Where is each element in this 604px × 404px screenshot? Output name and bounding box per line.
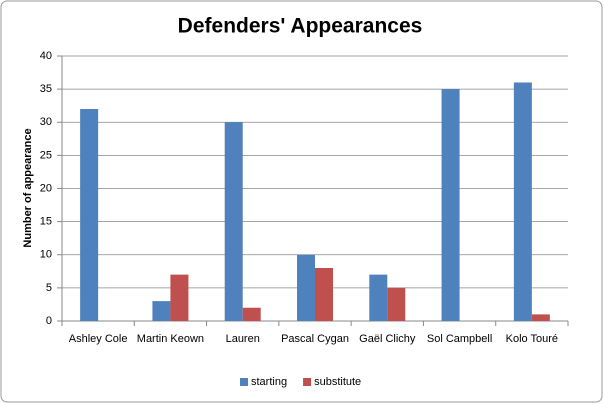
legend-swatch — [240, 378, 248, 386]
bar — [531, 314, 550, 321]
bar — [513, 82, 532, 321]
bar — [170, 274, 189, 321]
bar — [369, 274, 388, 321]
bar — [80, 109, 99, 321]
bar — [297, 254, 315, 321]
x-tick-label: Martin Keown — [137, 333, 204, 345]
y-tick-label: 35 — [40, 83, 52, 95]
y-tick-label: 25 — [40, 149, 52, 161]
y-tick-label: 20 — [40, 182, 52, 194]
y-tick-label: 40 — [40, 50, 52, 62]
x-tick-label: Ashley Cole — [69, 333, 128, 345]
bar — [152, 301, 171, 321]
x-tick-label: Kolo Touré — [506, 333, 558, 345]
y-tick-label: 30 — [40, 116, 52, 128]
bar — [441, 89, 460, 321]
y-axis-label: Number of appearance — [22, 128, 34, 247]
legend-label: starting — [251, 376, 287, 388]
bar — [242, 307, 261, 321]
legend-label: substitute — [314, 376, 361, 388]
bar — [387, 287, 406, 321]
y-tick-label: 15 — [40, 216, 52, 228]
legend-swatch — [303, 378, 312, 386]
x-tick-label: Sol Campbell — [427, 333, 492, 345]
y-tick-label: 10 — [40, 249, 52, 261]
bar — [224, 122, 243, 321]
x-tick-label: Pascal Cygan — [281, 333, 349, 345]
x-tick-label: Lauren — [226, 333, 260, 345]
y-tick-label: 0 — [46, 315, 52, 327]
bar — [315, 268, 333, 321]
y-tick-label: 5 — [46, 282, 52, 294]
x-tick-label: Gaël Clichy — [359, 333, 416, 345]
chart-title: Defenders' Appearances — [178, 15, 423, 38]
